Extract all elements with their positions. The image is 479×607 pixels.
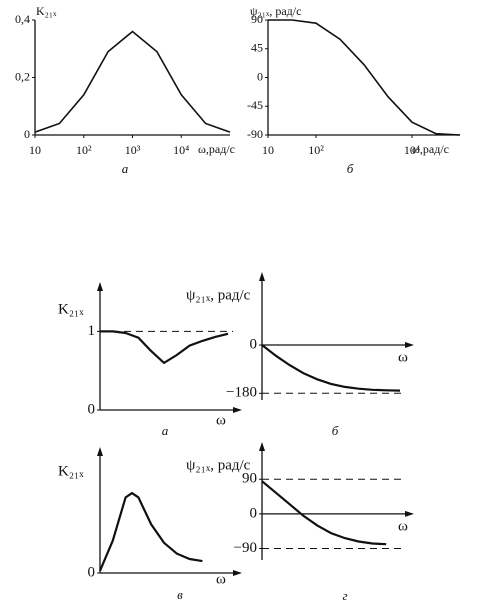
arrow [233, 570, 242, 576]
x-axis-label: ω [398, 349, 408, 365]
curve [261, 344, 401, 392]
caption: а [122, 161, 129, 176]
y-tick-label: -90 [247, 127, 263, 141]
y-axis-label: ψ₂₁ₓ, рад/с [186, 287, 251, 303]
arrow [259, 442, 265, 451]
curve [34, 30, 231, 133]
y-tick-label: 90 [242, 471, 257, 487]
y-axis-label: K₂₁ₓ [36, 4, 57, 18]
y-tick-label: 0 [88, 564, 96, 580]
y-tick-label: 1 [88, 323, 96, 339]
y-tick-label: −90 [234, 540, 257, 556]
y-tick-label: 0 [257, 69, 263, 83]
x-tick-label: 10⁴ [173, 143, 189, 157]
x-tick-label: 10³ [125, 143, 141, 157]
arrow [97, 447, 103, 456]
y-tick-label: 45 [251, 41, 263, 55]
y-tick-label: −180 [226, 385, 257, 401]
curve [268, 19, 461, 136]
caption: б [332, 423, 339, 438]
y-tick-label: -45 [247, 98, 263, 112]
x-tick-label: 10² [76, 143, 92, 157]
y-axis-label: ψ₂₁ₓ, рад/с [186, 457, 251, 473]
arrow [233, 407, 242, 413]
y-tick-label: 0 [88, 401, 96, 417]
caption: в [177, 587, 183, 602]
curve [261, 480, 387, 546]
y-axis-label: K₂₁ₓ [58, 301, 84, 317]
y-tick-label: 0,4 [15, 12, 30, 26]
x-axis-label: ω [398, 518, 408, 534]
y-tick-label: 90 [251, 12, 263, 26]
curve [100, 330, 229, 365]
x-tick-label: 10 [29, 143, 41, 157]
x-axis-label: ω [216, 412, 226, 428]
y-tick-label: 0 [250, 505, 258, 521]
caption: а [162, 423, 169, 438]
x-axis-label: ω,рад/с [412, 142, 449, 156]
curve [98, 491, 203, 572]
caption: б [347, 161, 354, 176]
y-axis-label: K₂₁ₓ [58, 463, 84, 479]
arrow [405, 510, 414, 517]
y-tick-label: 0 [24, 127, 30, 141]
y-tick-label: 0,2 [15, 69, 30, 83]
x-tick-label: 10² [308, 143, 324, 157]
x-axis-label: ω [216, 571, 226, 587]
y-tick-label: 0 [250, 336, 258, 352]
y-axis-label: ψ₂₁ₓ, рад/с [250, 4, 301, 18]
x-axis-label: ω,рад/с [198, 142, 235, 156]
arrow [405, 342, 414, 348]
arrow [97, 282, 103, 291]
x-tick-label: 10 [262, 143, 274, 157]
arrow [259, 272, 265, 281]
caption: г [342, 588, 347, 603]
x-tick-label: 10⁴ [404, 143, 420, 157]
